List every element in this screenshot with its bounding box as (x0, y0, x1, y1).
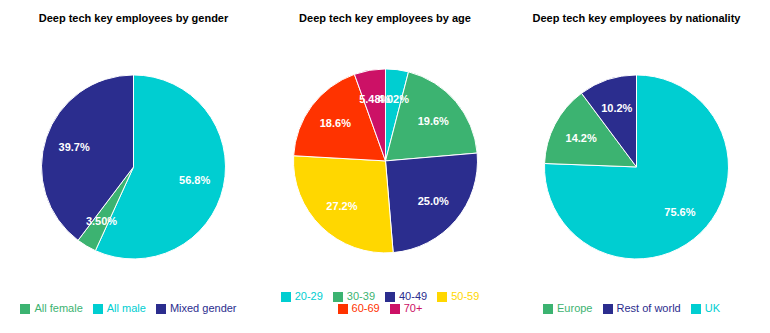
svg-text:25.0%: 25.0% (417, 195, 448, 207)
html-text:Europe: Europe (557, 301, 593, 314)
html-text:Deep tech key employees by gen: Deep tech key employees by gender (38, 12, 229, 24)
svg-text:4.02%: 4.02% (377, 92, 409, 105)
html-text:30-39: 30-39 (346, 289, 375, 302)
html-text:Rest of world: Rest of world (616, 301, 681, 314)
html-text:40-49: 40-49 (399, 289, 428, 302)
html-text:50-59: 50-59 (451, 289, 480, 302)
html-text:Deep tech key employees by age: Deep tech key employees by age (299, 12, 471, 24)
svg-text:75.6%: 75.6% (664, 206, 695, 218)
svg-text:14.2%: 14.2% (566, 132, 597, 144)
html-text:20-29: 20-29 (294, 289, 323, 302)
html-text:All male: All male (106, 301, 146, 314)
svg-text:56.8%: 56.8% (179, 174, 210, 186)
html-text:Deep tech key employees by nat: Deep tech key employees by nationality (532, 12, 741, 24)
html-text:60-69: 60-69 (351, 301, 380, 314)
svg-text:39.7%: 39.7% (59, 141, 90, 153)
svg-text:27.2%: 27.2% (326, 200, 357, 212)
svg-text:3.50%: 3.50% (86, 215, 117, 227)
html-text:Mixed gender: Mixed gender (169, 301, 237, 314)
svg-text:5.48%: 5.48% (359, 93, 390, 105)
svg-text:10.2%: 10.2% (601, 102, 632, 114)
svg-text:19.6%: 19.6% (417, 115, 448, 127)
html-text:All female: All female (34, 301, 83, 314)
svg-text:18.6%: 18.6% (319, 117, 350, 129)
html-text:UK: UK (704, 301, 720, 314)
html-text:70+: 70+ (403, 301, 423, 314)
